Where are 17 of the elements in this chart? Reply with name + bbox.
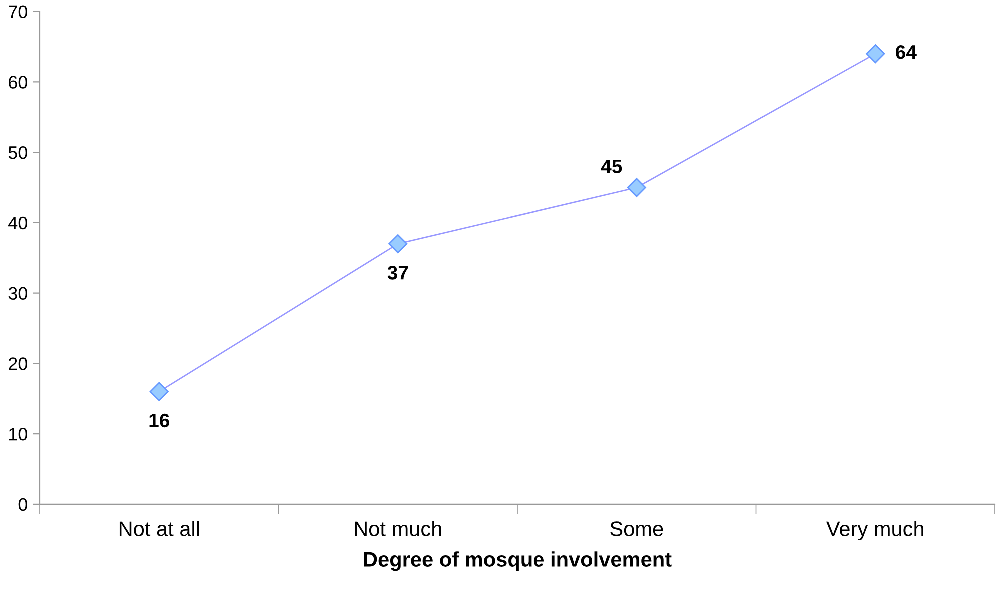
x-tick-label: Very much — [826, 521, 924, 541]
data-label: 64 — [896, 45, 917, 60]
y-tick-label: 0 — [18, 498, 28, 512]
x-tick-label: Not much — [355, 521, 442, 536]
y-tick-label: 40 — [8, 216, 28, 230]
y-tick-label: 60 — [9, 76, 28, 89]
data-label: 37 — [388, 266, 408, 280]
y-tick-label: 70 — [9, 6, 28, 19]
y-tick-label: 50 — [8, 146, 28, 160]
data-label: 45 — [601, 160, 622, 174]
y-tick-label: 10 — [9, 428, 28, 441]
data-label: 16 — [150, 414, 170, 428]
y-tick-label: 20 — [9, 358, 28, 370]
y-tick-label: 30 — [8, 287, 28, 300]
x-tick-label: Not at all — [120, 521, 200, 536]
x-axis-title: Degree of mosque involvement — [364, 552, 672, 572]
x-tick-label: Some — [610, 522, 664, 536]
